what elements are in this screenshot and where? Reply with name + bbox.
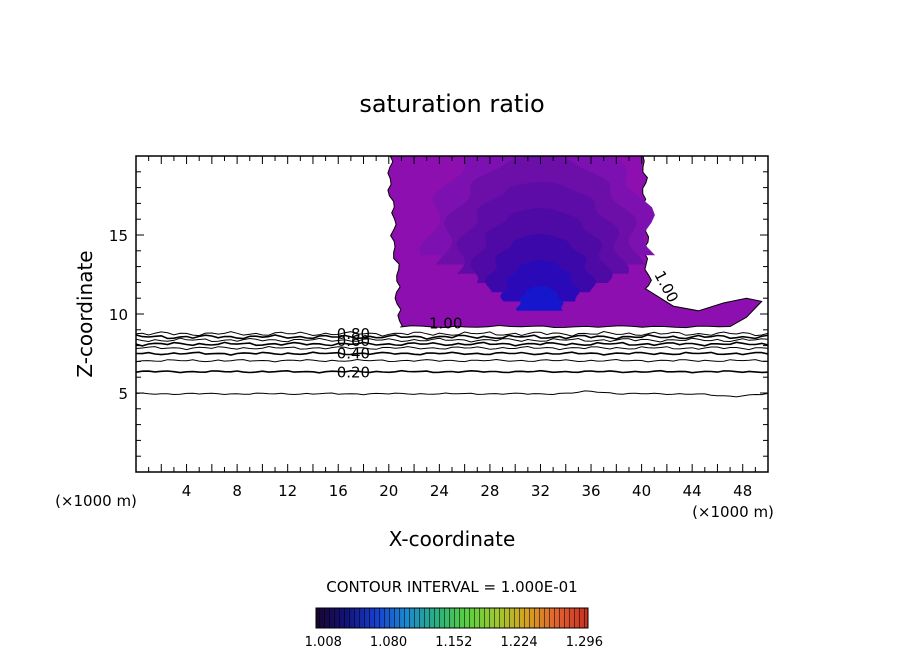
contour-line bbox=[136, 369, 768, 374]
colorbar-tick-label: 1.224 bbox=[500, 635, 537, 650]
x-axis-label: X-coordinate bbox=[389, 527, 516, 551]
colorbar-stripes bbox=[316, 608, 588, 628]
y-tick-label: 10 bbox=[109, 306, 128, 324]
x-tick-label: 12 bbox=[278, 482, 297, 500]
x-tick-label: 40 bbox=[632, 482, 651, 500]
colorbar-tick-label: 1.008 bbox=[305, 635, 342, 650]
plot-area bbox=[136, 156, 768, 398]
x-tick-label: 32 bbox=[531, 482, 550, 500]
contour-line bbox=[136, 390, 768, 398]
contour-label: 0.60 bbox=[337, 332, 370, 350]
contour-line bbox=[136, 341, 768, 347]
x-tick-label: 24 bbox=[430, 482, 449, 500]
contour-line bbox=[136, 337, 768, 343]
contour-label: 0.20 bbox=[337, 363, 370, 381]
contour-label: 0.80 bbox=[337, 325, 370, 343]
supersaturated-fill-layer bbox=[387, 156, 763, 329]
contour-label: 0.40 bbox=[337, 345, 370, 363]
saturation-shell bbox=[500, 260, 580, 302]
x-tick-label: 44 bbox=[683, 482, 702, 500]
x-tick-label: 36 bbox=[581, 482, 600, 500]
x-tick-label: 8 bbox=[232, 482, 242, 500]
contour-line bbox=[136, 333, 768, 340]
x-tick-label: 4 bbox=[182, 482, 192, 500]
x-tick-label: 28 bbox=[480, 482, 499, 500]
x-unit-label: (×1000 m) bbox=[692, 503, 774, 521]
contour-line bbox=[136, 358, 768, 363]
contour-label: 1.00 bbox=[429, 314, 462, 332]
contour-line bbox=[136, 330, 768, 337]
x-tick-label: 20 bbox=[379, 482, 398, 500]
colorbar-tick-label: 1.296 bbox=[566, 635, 603, 650]
colorbar-tick-label: 1.080 bbox=[370, 635, 407, 650]
colorbar: 1.008 1.080 1.152 1.224 1.296 bbox=[305, 607, 603, 650]
contour-interval-label: CONTOUR INTERVAL = 1.000E-01 bbox=[326, 578, 577, 596]
contour-lines-layer bbox=[136, 330, 768, 398]
colorbar-frame bbox=[315, 607, 589, 629]
y-axis-label: Z-coordinate bbox=[73, 250, 97, 377]
chart-title: saturation ratio bbox=[359, 90, 544, 118]
contour-line bbox=[136, 345, 768, 351]
saturation-shell bbox=[516, 286, 564, 311]
z-unit-label: (×1000 m) bbox=[55, 492, 137, 510]
y-tick-label: 15 bbox=[109, 227, 128, 245]
contour-line bbox=[136, 351, 768, 356]
colorbar-tick-label: 1.152 bbox=[435, 635, 472, 650]
x-tick-label: 16 bbox=[329, 482, 348, 500]
y-tick-label: 5 bbox=[118, 385, 128, 403]
colorbar-tick-labels: 1.008 1.080 1.152 1.224 1.296 bbox=[305, 635, 603, 650]
x-tick-label: 48 bbox=[733, 482, 752, 500]
